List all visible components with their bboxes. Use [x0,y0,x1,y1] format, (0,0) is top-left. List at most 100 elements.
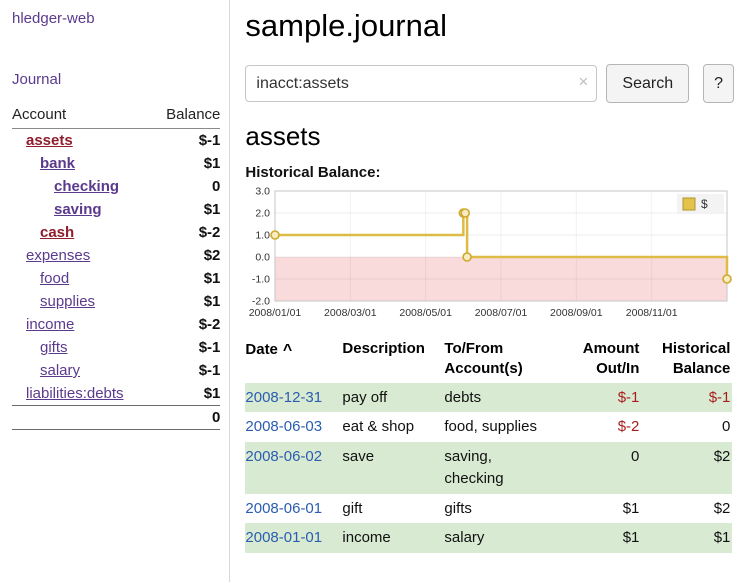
account-row: bank $1 [12,152,220,175]
account-row: cash $-2 [12,221,220,244]
register-accounts: food, supplies [444,418,537,436]
svg-text:0.0: 0.0 [256,252,271,264]
register-balance: $2 [713,499,731,517]
register-row: 2008-06-02 save saving, checking 0 $2 [245,442,733,494]
svg-text:2008/05/01: 2008/05/01 [400,307,453,319]
account-link[interactable]: salary [40,362,81,379]
account-link[interactable]: supplies [40,293,96,310]
accounts-total: 0 [12,405,221,430]
register-date-link[interactable]: 2008-06-03 [245,418,323,436]
clear-search-icon[interactable]: × [578,72,589,91]
page-title: sample.journal [245,8,447,43]
register-row: 2008-06-01 gift gifts $1 $2 [245,494,732,524]
register-accounts: debts [444,388,482,406]
register-row: 2008-12-31 pay off debts $-1 $-1 [245,382,733,413]
register-description: pay off [342,382,445,413]
svg-text:2008/09/01: 2008/09/01 [550,307,603,319]
main-content: sample.journal × Search ? assets Histori… [230,0,742,582]
register-date-link[interactable]: 2008-06-01 [245,499,323,517]
account-balance: $-1 [198,339,221,356]
help-button[interactable]: ? [703,64,734,103]
accounts-header-account: Account [12,103,153,129]
accounts-table: Account Balance assets $-1 bank $1 checking 0… [12,103,221,430]
account-row: liabilities:debts $1 [12,382,220,406]
chart-title: Historical Balance: [245,164,381,181]
svg-text:-2.0: -2.0 [252,296,270,308]
register-accounts: gifts [444,499,472,517]
register-amount: $1 [556,523,642,553]
svg-text:2008/03/01: 2008/03/01 [324,307,377,319]
account-balance: $1 [203,155,221,172]
svg-text:2008/07/01: 2008/07/01 [475,307,528,319]
register-date-link[interactable]: 2008-06-02 [245,448,323,465]
account-link[interactable]: income [26,316,75,333]
account-row: supplies $1 [12,290,220,313]
accounts-header-balance: Balance [152,103,221,129]
register-description: gift [342,499,363,517]
account-heading: assets [245,121,321,151]
svg-text:1.0: 1.0 [256,230,271,242]
account-link[interactable]: cash [40,224,75,241]
account-balance: $1 [203,293,221,310]
register-date-link[interactable]: 2008-01-01 [245,529,323,547]
account-link[interactable]: saving [54,201,102,218]
search-button[interactable]: Search [606,64,690,103]
account-row: food $1 [12,267,220,290]
account-row: gifts $-1 [12,336,220,359]
register-balance: $1 [641,523,733,553]
account-row: saving $1 [12,198,220,221]
account-link[interactable]: bank [40,155,76,172]
register-description: save [342,442,445,494]
register-row: 2008-01-01 income salary $1 $1 [245,523,733,553]
svg-text:-1.0: -1.0 [252,274,270,286]
account-link[interactable]: checking [54,178,120,195]
register-balance: $2 [641,442,733,494]
register-amount: 0 [556,442,642,494]
account-balance: $1 [203,270,221,287]
svg-text:3.0: 3.0 [256,186,271,198]
sort-asc-icon[interactable]: ^ [282,342,293,359]
register-description: eat & shop [342,418,415,436]
sidebar: hledger-web Journal Account Balance asse… [0,0,231,582]
account-row: salary $-1 [12,359,220,382]
svg-text:2.0: 2.0 [256,208,271,220]
account-row: expenses $2 [12,244,220,267]
search-box: × [245,65,598,102]
account-balance: $2 [203,247,221,264]
account-row: checking 0 [12,175,220,198]
account-balance: $1 [203,201,221,218]
register-header-date[interactable]: Date ^ [245,341,293,359]
svg-text:2008/01/01: 2008/01/01 [249,307,302,319]
svg-text:2008/11/01: 2008/11/01 [626,307,678,319]
search-input[interactable] [245,65,598,102]
account-link[interactable]: assets [26,132,73,149]
account-balance: 0 [212,178,221,195]
app-title-link[interactable]: hledger-web [12,10,95,27]
account-link[interactable]: expenses [26,247,91,264]
account-link[interactable]: liabilities:debts [26,385,124,402]
register-balance: 0 [722,418,731,436]
journal-link[interactable]: Journal [12,71,62,88]
register-amount: $1 [622,499,640,517]
account-balance: $1 [203,385,221,402]
account-balance: $-1 [198,362,221,379]
register-header-description: Description [342,340,425,357]
register-header-amount: Amount Out/In [582,340,640,378]
register-header-to-from: To/From Account(s) [444,340,523,378]
register-accounts: saving, checking [444,448,504,487]
account-link[interactable]: gifts [40,339,68,356]
historical-balance-chart: 3.0 2.0 1.0 0.0 -1.0 -2.0 2008/01/01 2008/03/01… [245,185,734,327]
search-bar: × Search ? [245,64,734,103]
account-balance: $-1 [198,132,221,149]
account-row: assets $-1 [12,129,220,153]
register-balance: $-1 [641,382,733,413]
register-row: 2008-06-03 eat & shop food, supplies $-2 0 [245,412,732,442]
register-description: income [342,523,445,553]
register-date-link[interactable]: 2008-12-31 [245,388,323,406]
account-balance: $-2 [198,316,221,333]
account-balance: $-2 [198,224,221,241]
chart-legend: $ [677,194,725,214]
account-link[interactable]: food [40,270,70,287]
